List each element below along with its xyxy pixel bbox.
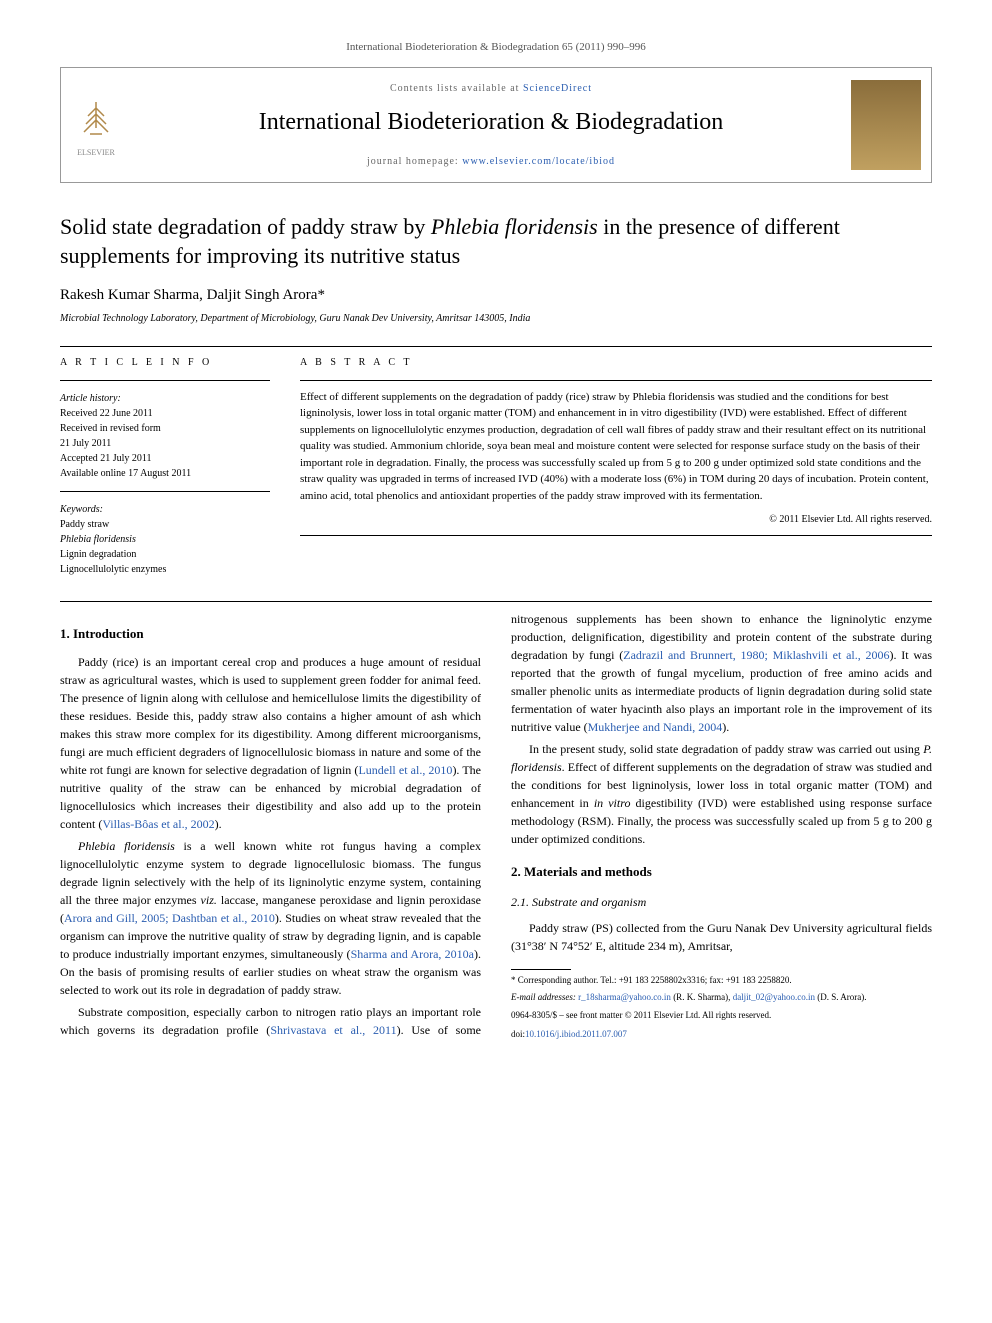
journal-cover-thumbnail: [851, 80, 921, 170]
elsevier-tree-icon: [71, 93, 121, 143]
contents-lists-text: Contents lists available at: [390, 83, 523, 94]
homepage-link[interactable]: www.elsevier.com/locate/ibiod: [462, 156, 615, 167]
paragraph: Paddy straw (PS) collected from the Guru…: [511, 919, 932, 955]
citation-link[interactable]: Lundell et al., 2010: [358, 763, 452, 777]
contents-lists-line: Contents lists available at ScienceDirec…: [131, 82, 851, 96]
body-text: In the present study, solid state degrad…: [529, 742, 923, 756]
keywords-label: Keywords:: [60, 502, 270, 517]
journal-name: International Biodeterioration & Biodegr…: [131, 106, 851, 140]
title-latin: Phlebia floridensis: [431, 214, 598, 239]
homepage-label: journal homepage:: [367, 156, 462, 167]
paragraph: Paddy (rice) is an important cereal crop…: [60, 653, 481, 833]
affiliation: Microbial Technology Laboratory, Departm…: [60, 312, 932, 326]
subsection-heading: 2.1. Substrate and organism: [511, 893, 932, 911]
email-link[interactable]: daljit_02@yahoo.co.in: [733, 992, 815, 1002]
meta-abstract-row: A R T I C L E I N F O Article history: R…: [60, 355, 932, 577]
divider: [60, 380, 270, 381]
body-latin: viz.: [201, 893, 217, 907]
authors: Rakesh Kumar Sharma, Daljit Singh Arora*: [60, 285, 932, 306]
sciencedirect-link[interactable]: ScienceDirect: [523, 83, 592, 94]
citation-link[interactable]: Mukherjee and Nandi, 2004: [588, 720, 723, 734]
citation-link[interactable]: Shrivastava et al., 2011: [270, 1023, 396, 1037]
body-text: Paddy (rice) is an important cereal crop…: [60, 655, 481, 777]
section-heading-methods: 2. Materials and methods: [511, 862, 932, 882]
section-heading-introduction: 1. Introduction: [60, 624, 481, 644]
publisher-name: ELSEVIER: [61, 147, 131, 158]
abstract-column: A B S T R A C T Effect of different supp…: [300, 355, 932, 577]
journal-header-box: ELSEVIER Contents lists available at Sci…: [60, 67, 932, 183]
body-text: ).: [722, 720, 729, 734]
front-matter-line: 0964-8305/$ – see front matter © 2011 El…: [511, 1009, 932, 1022]
citation-link[interactable]: Villas-Bôas et al., 2002: [102, 817, 214, 831]
title-prefix: Solid state degradation of paddy straw b…: [60, 214, 431, 239]
divider: [60, 601, 932, 602]
doi-line: doi:10.1016/j.ibiod.2011.07.007: [511, 1028, 932, 1041]
email-addresses: E-mail addresses: r_18sharma@yahoo.co.in…: [511, 991, 932, 1004]
divider: [60, 346, 932, 347]
history-label: Article history:: [60, 391, 270, 406]
journal-center: Contents lists available at ScienceDirec…: [131, 82, 851, 170]
divider: [300, 535, 932, 536]
abstract-label: A B S T R A C T: [300, 355, 932, 370]
abstract-text: Effect of different supplements on the d…: [300, 389, 932, 505]
body-italic: in vitro: [594, 796, 631, 810]
article-info-column: A R T I C L E I N F O Article history: R…: [60, 355, 270, 577]
header-citation: International Biodeterioration & Biodegr…: [60, 40, 932, 55]
citation-link[interactable]: Sharma and Arora, 2010a: [351, 947, 474, 961]
paragraph: In the present study, solid state degrad…: [511, 740, 932, 848]
footnote-separator: [511, 969, 571, 970]
divider: [60, 491, 270, 492]
email-who: (D. S. Arora).: [815, 992, 867, 1002]
article-info-label: A R T I C L E I N F O: [60, 355, 270, 370]
history-online: Available online 17 August 2011: [60, 466, 270, 481]
history-revised-label: Received in revised form: [60, 421, 270, 436]
publisher-block: ELSEVIER: [61, 93, 131, 158]
email-label: E-mail addresses:: [511, 992, 578, 1002]
email-link[interactable]: r_18sharma@yahoo.co.in: [578, 992, 671, 1002]
body-two-column: 1. Introduction Paddy (rice) is an impor…: [60, 610, 932, 1042]
history-received: Received 22 June 2011: [60, 406, 270, 421]
doi-label: doi:: [511, 1029, 525, 1039]
article-title: Solid state degradation of paddy straw b…: [60, 213, 932, 270]
keyword: Paddy straw: [60, 517, 270, 532]
body-latin: Phlebia floridensis: [78, 839, 175, 853]
keyword: Phlebia floridensis: [60, 532, 270, 547]
citation-link[interactable]: Zadrazil and Brunnert, 1980; Miklashvili…: [623, 648, 889, 662]
corresponding-author: * Corresponding author. Tel.: +91 183 22…: [511, 974, 932, 987]
email-who: (R. K. Sharma),: [671, 992, 733, 1002]
history-revised-date: 21 July 2011: [60, 436, 270, 451]
abstract-copyright: © 2011 Elsevier Ltd. All rights reserved…: [300, 512, 932, 527]
keyword: Lignin degradation: [60, 547, 270, 562]
doi-link[interactable]: 10.1016/j.ibiod.2011.07.007: [525, 1029, 627, 1039]
citation-link[interactable]: Arora and Gill, 2005; Dashtban et al., 2…: [64, 911, 275, 925]
journal-homepage-line: journal homepage: www.elsevier.com/locat…: [131, 155, 851, 169]
divider: [300, 380, 932, 381]
body-text: ).: [215, 817, 222, 831]
history-accepted: Accepted 21 July 2011: [60, 451, 270, 466]
keyword: Lignocellulolytic enzymes: [60, 562, 270, 577]
paragraph: Phlebia floridensis is a well known whit…: [60, 837, 481, 999]
